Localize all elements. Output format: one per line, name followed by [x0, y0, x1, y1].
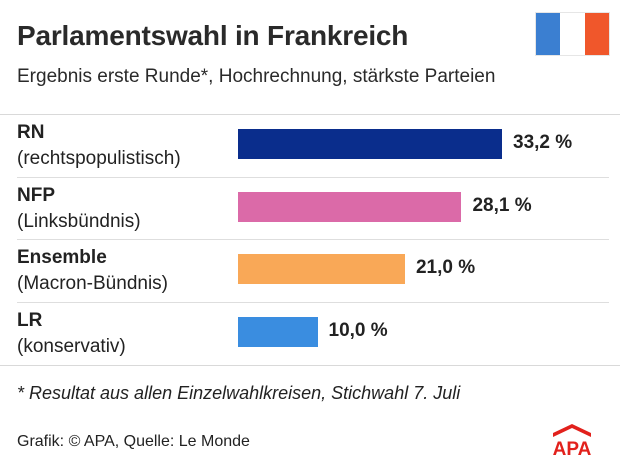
- row-separator: [17, 176, 609, 178]
- bar-lr: [238, 316, 318, 347]
- flag-stripe-blue: [536, 13, 561, 55]
- chart-row: Ensemble (Macron-Bündnis) 21,0 %: [0, 240, 620, 302]
- party-description-label: (rechtspopulistisch): [17, 148, 181, 169]
- apa-logo: APA: [553, 424, 592, 456]
- party-name-label: NFP: [17, 184, 55, 206]
- apa-logo-chevron-icon: [553, 424, 591, 437]
- chart-row: NFP (Linksbündnis) 28,1 %: [0, 178, 620, 240]
- party-name-label: LR: [17, 309, 43, 331]
- flag-stripe-white: [560, 13, 585, 55]
- bar-ensemble: [238, 254, 405, 284]
- bar-nfp: [238, 191, 462, 222]
- data-label: 21,0 %: [415, 257, 476, 278]
- data-label: 10,0 %: [328, 319, 388, 341]
- chart-subtitle: Ergebnis erste Runde*, Hochrechnung, stä…: [17, 66, 496, 87]
- row-separator: [17, 301, 609, 303]
- party-name-label: RN: [17, 122, 45, 143]
- footnote: * Resultat aus allen Einzelwahlkreisen, …: [17, 383, 461, 403]
- france-flag-icon: [536, 13, 609, 55]
- apa-logo-text: APA: [553, 439, 592, 456]
- data-label: 33,2 %: [513, 132, 573, 153]
- party-name-label: Ensemble: [17, 247, 107, 268]
- party-description-label: (Linksbündnis): [17, 210, 141, 232]
- chart-title: Parlamentswahl in Frankreich: [17, 20, 409, 51]
- row-separator: [17, 239, 609, 240]
- chart-row: LR (konservativ) 10,0 %: [0, 303, 620, 365]
- bottom-divider: [0, 365, 620, 366]
- bar-rn: [238, 129, 502, 159]
- chart-row: RN (rechtspopulistisch) 33,2 %: [0, 115, 620, 177]
- party-description-label: (konservativ): [17, 335, 126, 357]
- data-label: 28,1 %: [472, 194, 532, 216]
- top-divider: [0, 114, 620, 115]
- source-credit: Grafik: © APA, Quelle: Le Monde: [17, 433, 250, 450]
- flag-stripe-red: [584, 13, 609, 55]
- party-description-label: (Macron-Bündnis): [17, 273, 168, 294]
